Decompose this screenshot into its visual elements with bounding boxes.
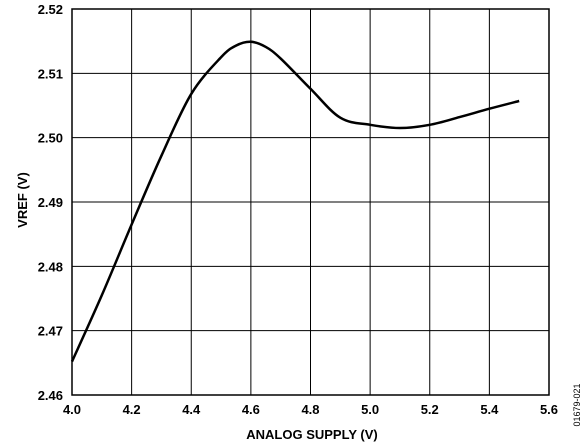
x-axis-label: ANALOG SUPPLY (V) bbox=[246, 427, 377, 442]
y-tick-label: 2.48 bbox=[38, 259, 63, 274]
y-tick-label: 2.47 bbox=[38, 324, 63, 339]
x-tick-label: 5.2 bbox=[421, 402, 439, 417]
y-tick-label: 2.51 bbox=[38, 66, 63, 81]
plot-frame bbox=[71, 8, 550, 396]
y-axis-label: VREF (V) bbox=[15, 172, 30, 228]
x-tick-label: 4.8 bbox=[301, 402, 319, 417]
series-layer bbox=[70, 40, 520, 363]
y-tick-label: 2.49 bbox=[38, 195, 63, 210]
y-tick-label: 2.46 bbox=[38, 388, 63, 403]
x-tick-label: 4.2 bbox=[123, 402, 141, 417]
x-tick-label: 4.6 bbox=[242, 402, 260, 417]
x-tick-label: 4.4 bbox=[182, 402, 201, 417]
x-tick-label: 5.0 bbox=[361, 402, 379, 417]
y-tick-label: 2.52 bbox=[38, 2, 63, 17]
x-tick-labels: 4.0 4.2 4.4 4.6 4.8 5.0 5.2 5.4 5.6 bbox=[63, 402, 558, 417]
x-tick-label: 4.0 bbox=[63, 402, 81, 417]
series-line bbox=[70, 40, 520, 363]
grid bbox=[72, 9, 549, 395]
x-tick-label: 5.6 bbox=[540, 402, 558, 417]
figure-id: 01679-021 bbox=[572, 383, 582, 426]
y-tick-labels: 2.46 2.47 2.48 2.49 2.50 2.51 2.52 bbox=[38, 2, 63, 403]
y-tick-label: 2.50 bbox=[38, 131, 63, 146]
x-tick-label: 5.4 bbox=[480, 402, 499, 417]
